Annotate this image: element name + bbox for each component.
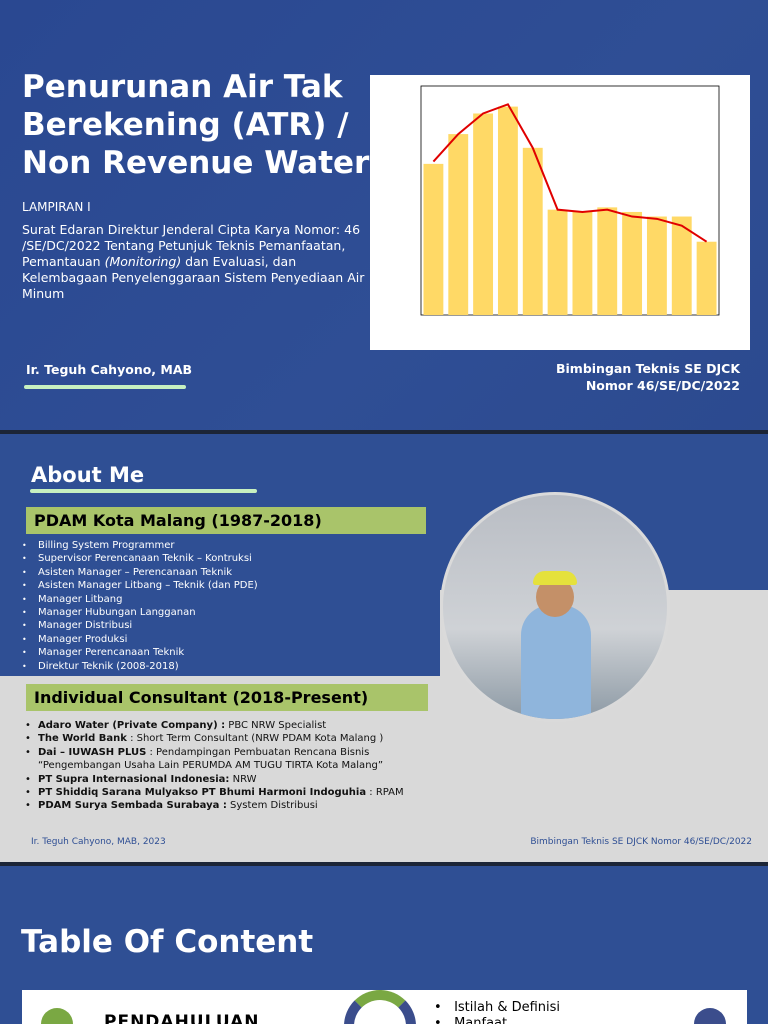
title-line: Penurunan Air Tak <box>22 69 343 105</box>
bar <box>497 106 518 315</box>
bar <box>473 113 494 315</box>
consult-item: Adaro Water (Private Company) : PBC NRW … <box>0 719 430 733</box>
role-item: Asisten Manager Litbang – Teknik (dan PD… <box>0 579 420 593</box>
bar <box>671 216 692 315</box>
toc-card: PENDAHULUAN • Istilah & Definisi • Manfa… <box>22 990 747 1024</box>
slide-title: Penurunan Air Tak Berekening (ATR) / Non… <box>0 0 768 430</box>
toc-item: PENDAHULUAN <box>104 1012 260 1024</box>
consult-list: Adaro Water (Private Company) : PBC NRW … <box>0 719 430 813</box>
roles-list: Billing System ProgrammerSupervisor Pere… <box>0 539 420 673</box>
section-header: PDAM Kota Malang (1987-2018) <box>26 507 426 534</box>
underline <box>30 489 257 493</box>
role-item: Direktur Teknik (2008-2018) <box>0 660 420 674</box>
consult-role: System Distribusi <box>226 800 318 812</box>
consult-role: : Short Term Consultant (NRW PDAM Kota M… <box>126 733 384 745</box>
role-item: Manager Distribusi <box>0 619 420 633</box>
consult-org: PT Shiddiq Sarana Mulyakso PT Bhumi Harm… <box>38 787 367 799</box>
role-item: Billing System Programmer <box>0 539 420 553</box>
heading: About Me <box>31 463 145 487</box>
section-header: Individual Consultant (2018-Present) <box>26 684 428 711</box>
donut <box>344 990 416 1024</box>
toc-bullet-text: Manfaat <box>454 1016 508 1024</box>
bar <box>646 216 667 315</box>
toc-bullet-text: Istilah & Definisi <box>454 1000 561 1015</box>
profile-photo <box>440 492 670 722</box>
desc-text: (Monitoring) <box>104 254 182 269</box>
chart <box>370 75 750 350</box>
author: Ir. Teguh Cahyono, MAB <box>26 362 193 377</box>
role-item: Manager Litbang <box>0 593 420 607</box>
toc-bullet: • Istilah & Definisi <box>434 1000 561 1015</box>
description: Surat Edaran Direktur Jenderal Cipta Kar… <box>22 222 367 302</box>
desc-text: dan Evaluasi, dan Kelembagaan Penyelengg… <box>22 254 365 301</box>
footer: Bimbingan Teknis SE DJCK Nomor 46/SE/DC/… <box>530 837 752 847</box>
title: Penurunan Air Tak Berekening (ATR) / Non… <box>22 68 369 182</box>
subtitle: LAMPIRAN I <box>22 200 91 214</box>
consult-org: Adaro Water (Private Company) : <box>38 720 226 731</box>
underline <box>24 385 186 389</box>
bar <box>547 209 568 315</box>
consult-org: PDAM Surya Sembada Surabaya : <box>38 800 227 812</box>
role-item: Supervisor Perencanaan Teknik – Kontruks… <box>0 552 420 566</box>
event: Bimbingan Teknis SE DJCK Nomor 46/SE/DC/2… <box>556 360 740 394</box>
footer: Ir. Teguh Cahyono, MAB, 2023 <box>31 837 166 847</box>
icon <box>41 1008 73 1024</box>
person <box>521 605 591 719</box>
role-item: Manager Hubungan Langganan <box>0 606 420 620</box>
consult-item: The World Bank : Short Term Consultant (… <box>0 732 430 746</box>
role-item: Manager Perencanaan Teknik <box>0 646 420 660</box>
icon <box>694 1008 726 1024</box>
desc-text: Surat Edaran Direktur Jenderal Cipta Kar… <box>22 222 361 269</box>
event-line: Bimbingan Teknis SE DJCK <box>555 361 740 376</box>
consult-org: Dai – IUWASH PLUS <box>38 746 147 758</box>
bar <box>622 211 643 315</box>
consult-org: The World Bank <box>38 733 127 745</box>
consult-role: PBC NRW Specialist <box>225 720 327 731</box>
bar <box>696 241 717 315</box>
title-line: Non Revenue Water <box>22 145 370 181</box>
trend-line <box>432 103 708 243</box>
consult-role: NRW <box>229 773 257 785</box>
consult-item: PT Shiddiq Sarana Mulyakso PT Bhumi Harm… <box>0 786 430 800</box>
consult-role: : Pendampingan Pembuatan Rencana Bisnis … <box>38 746 384 772</box>
role-item: Asisten Manager – Perencanaan Teknik <box>0 566 420 580</box>
bar <box>423 163 444 315</box>
bar <box>448 134 469 315</box>
toc-bullet: • Manfaat <box>434 1016 560 1024</box>
role-item: Manager Produksi <box>0 633 420 647</box>
slide-toc: Table Of Content PENDAHULUAN • Istilah &… <box>0 866 768 1024</box>
cap <box>533 571 577 585</box>
consult-item: PDAM Surya Sembada Surabaya : System Dis… <box>0 799 430 813</box>
consult-org: PT Supra Internasional Indonesia: <box>38 773 230 785</box>
consult-item: Dai – IUWASH PLUS : Pendampingan Pembuat… <box>0 746 430 773</box>
toc-bullets: • Istilah & Definisi • Manfaat <box>434 1000 560 1024</box>
event-line: Nomor 46/SE/DC/2022 <box>585 378 740 393</box>
consult-item: PT Supra Internasional Indonesia: NRW <box>0 773 430 787</box>
heading: Table Of Content <box>21 924 314 960</box>
title-line: Berekening (ATR) / <box>22 107 349 143</box>
bar <box>522 147 543 315</box>
consult-role: : RPAM <box>366 787 404 799</box>
bar <box>572 211 593 315</box>
plot-frame <box>420 85 720 316</box>
bar <box>597 207 618 315</box>
slide-about: About Me PDAM Kota Malang (1987-2018) Bi… <box>0 434 768 862</box>
